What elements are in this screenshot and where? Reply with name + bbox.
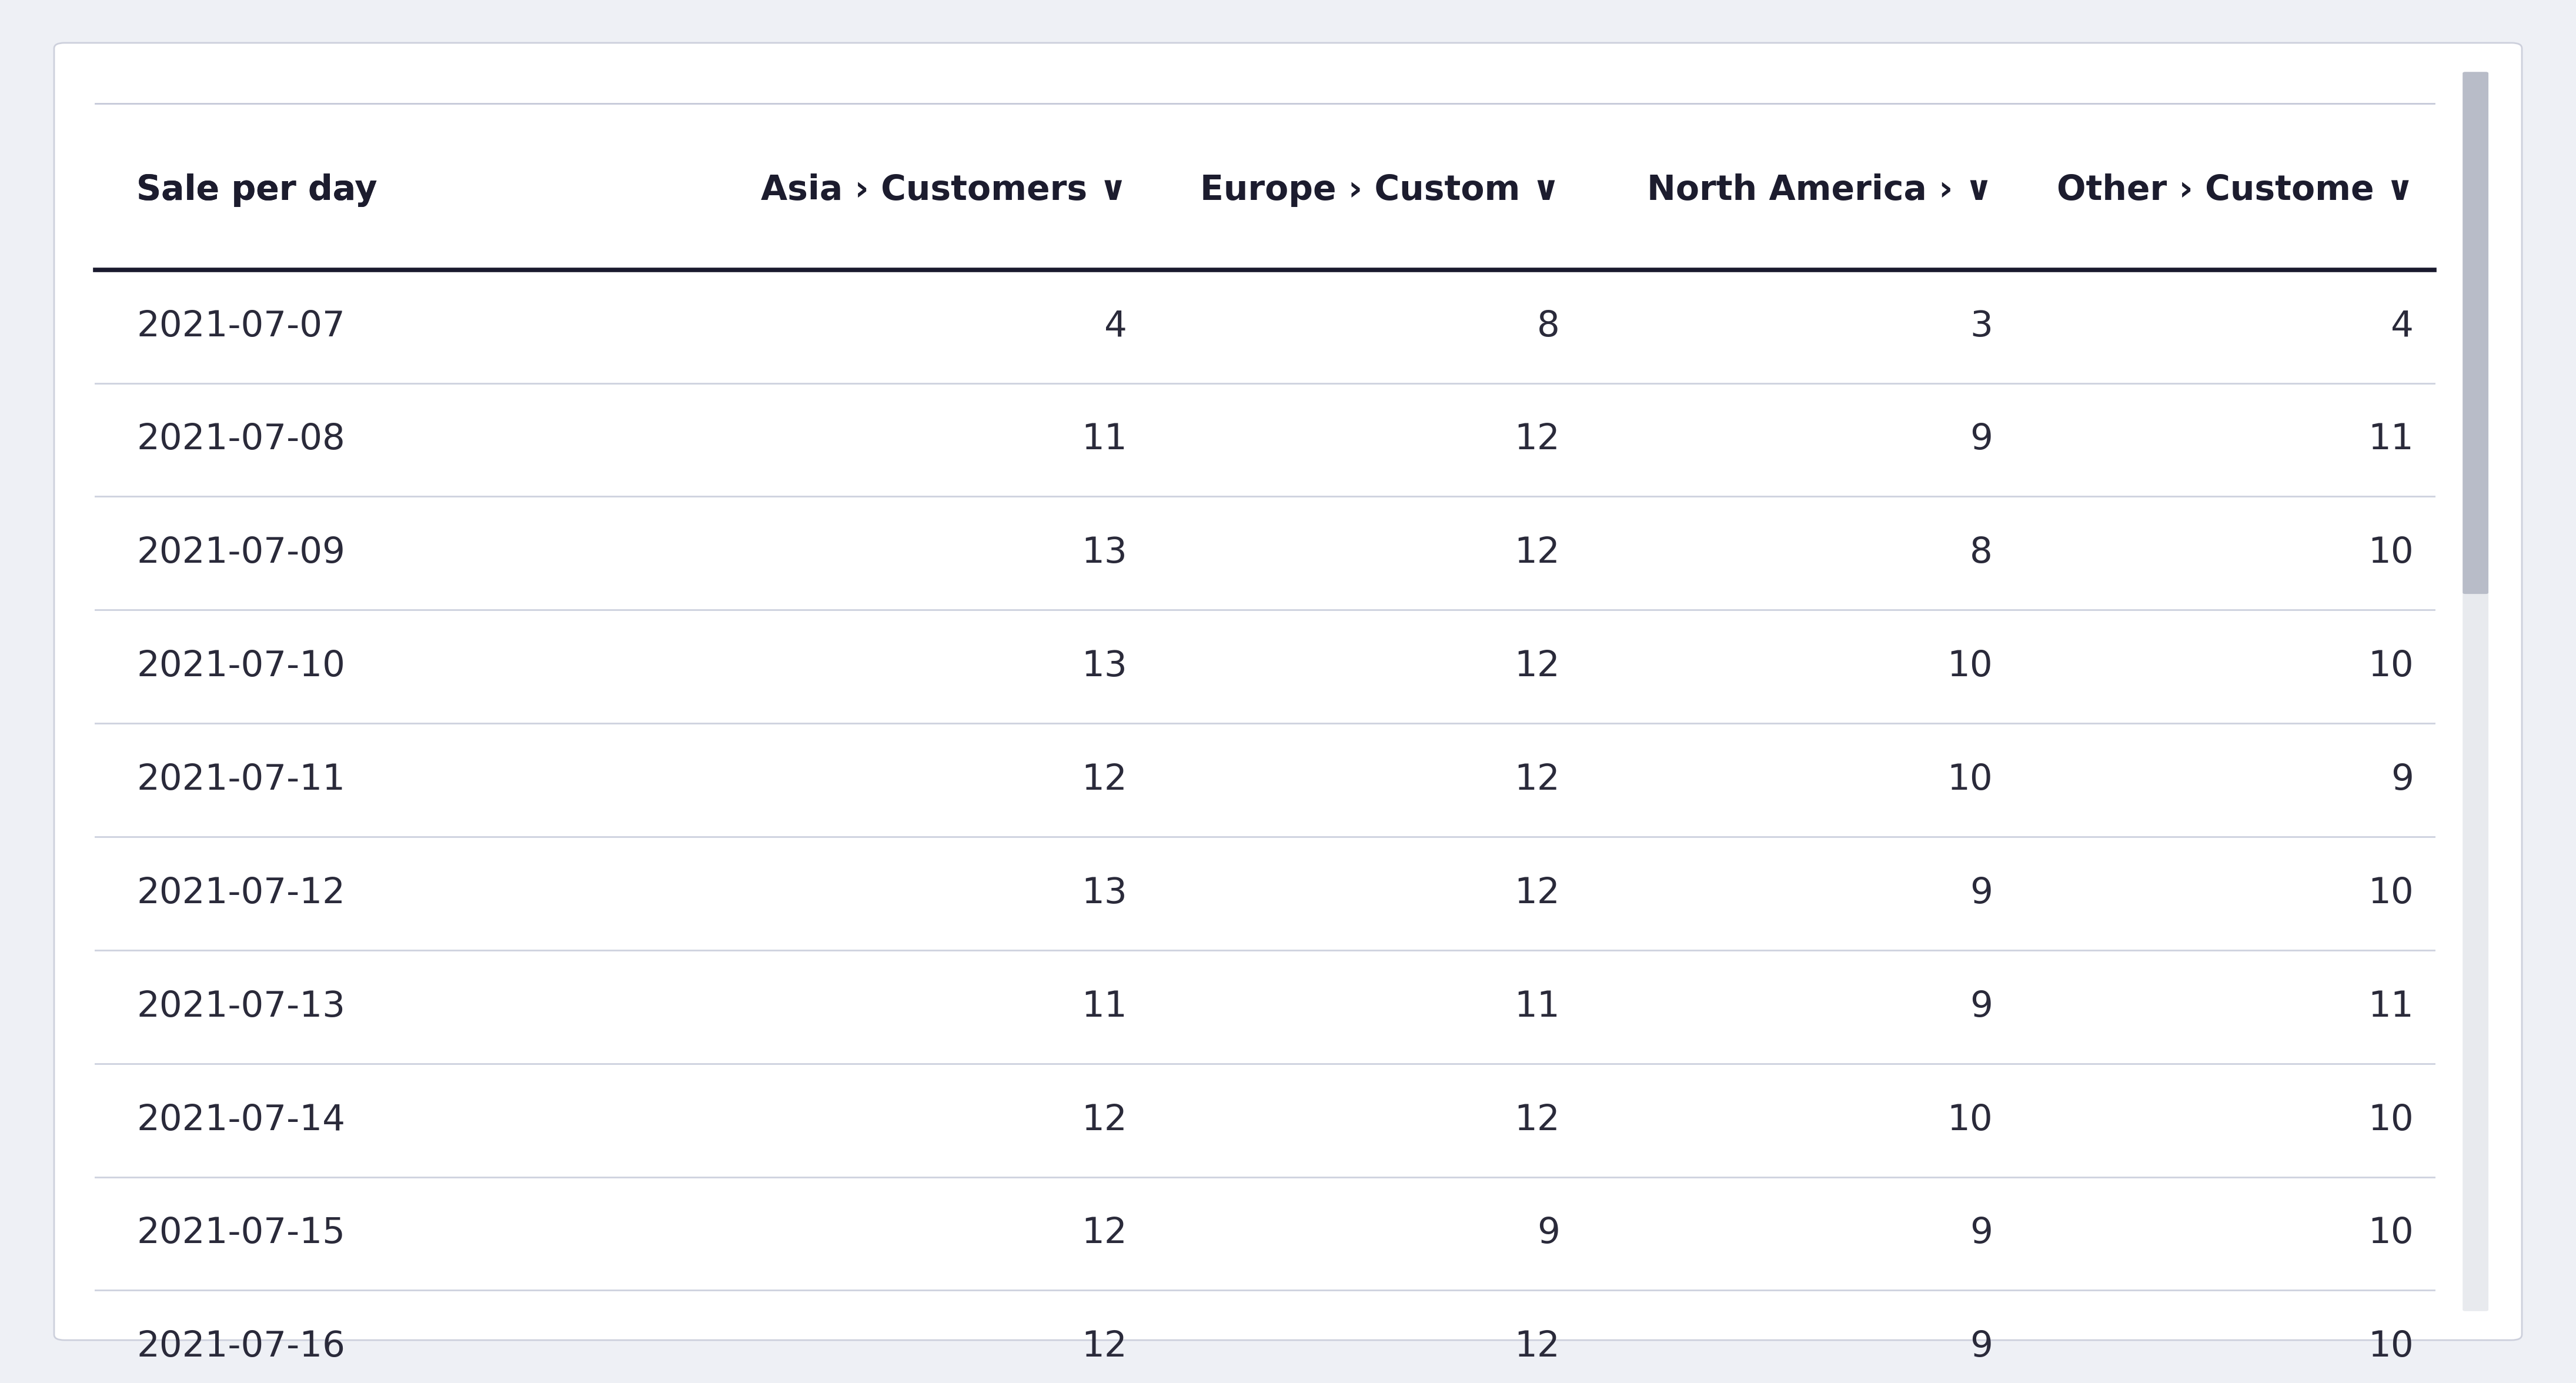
Text: 11: 11 (2367, 422, 2414, 458)
Text: 2021-07-14: 2021-07-14 (137, 1102, 345, 1138)
Text: 9: 9 (2391, 762, 2414, 798)
Text: 13: 13 (1082, 535, 1128, 571)
Text: 2021-07-15: 2021-07-15 (137, 1216, 345, 1252)
Text: Sale per day   ∨: Sale per day ∨ (137, 176, 371, 205)
Text: 2021-07-10: 2021-07-10 (137, 649, 345, 685)
Text: Sale per day: Sale per day (137, 173, 412, 207)
Text: 11: 11 (1082, 989, 1128, 1025)
Text: 8: 8 (1538, 308, 1561, 344)
Text: 2021-07-09: 2021-07-09 (137, 535, 345, 571)
Text: 10: 10 (2367, 1329, 2414, 1365)
Text: 4: 4 (1105, 308, 1128, 344)
Text: 12: 12 (1515, 762, 1561, 798)
Text: 9: 9 (1538, 1216, 1561, 1252)
Text: North America › ∨: North America › ∨ (1646, 173, 1994, 207)
Text: Sale per day: Sale per day (137, 173, 376, 207)
Text: 10: 10 (2367, 649, 2414, 685)
Text: Other › Custome ∨: Other › Custome ∨ (2056, 173, 2414, 207)
Text: 9: 9 (1971, 1329, 1994, 1365)
Text: 2021-07-07: 2021-07-07 (137, 308, 345, 344)
Text: 9: 9 (1971, 1216, 1994, 1252)
Text: 10: 10 (2367, 875, 2414, 911)
Text: Europe › Custom ∨: Europe › Custom ∨ (1200, 173, 1561, 207)
Text: 12: 12 (1515, 535, 1561, 571)
Text: 11: 11 (2367, 989, 2414, 1025)
Text: 4: 4 (2391, 308, 2414, 344)
FancyBboxPatch shape (2463, 72, 2488, 1311)
Text: 12: 12 (1515, 422, 1561, 458)
Text: 2021-07-11: 2021-07-11 (137, 762, 345, 798)
Text: 2021-07-08: 2021-07-08 (137, 422, 345, 458)
Text: 9: 9 (1971, 875, 1994, 911)
Text: 12: 12 (1082, 1329, 1128, 1365)
Text: 2021-07-16: 2021-07-16 (137, 1329, 345, 1365)
Text: 9: 9 (1971, 422, 1994, 458)
Text: 10: 10 (1947, 1102, 1994, 1138)
Text: Sale per day   ∨: Sale per day ∨ (137, 173, 440, 207)
Text: 12: 12 (1515, 875, 1561, 911)
Text: 8: 8 (1971, 535, 1994, 571)
Text: 10: 10 (1947, 649, 1994, 685)
Text: 10: 10 (2367, 1216, 2414, 1252)
Text: 11: 11 (1515, 989, 1561, 1025)
Text: 13: 13 (1082, 649, 1128, 685)
FancyBboxPatch shape (2463, 72, 2488, 593)
Text: 12: 12 (1515, 649, 1561, 685)
Text: 10: 10 (1947, 762, 1994, 798)
Text: 2021-07-12: 2021-07-12 (137, 875, 345, 911)
Text: 9: 9 (1971, 989, 1994, 1025)
Text: 12: 12 (1082, 762, 1128, 798)
Text: 12: 12 (1082, 1216, 1128, 1252)
Text: 11: 11 (1082, 422, 1128, 458)
Text: 10: 10 (2367, 1102, 2414, 1138)
Text: Asia › Customers ∨: Asia › Customers ∨ (760, 173, 1128, 207)
Text: 12: 12 (1082, 1102, 1128, 1138)
Text: 3: 3 (1971, 308, 1994, 344)
FancyBboxPatch shape (54, 43, 2522, 1340)
Text: 13: 13 (1082, 875, 1128, 911)
Text: 2021-07-13: 2021-07-13 (137, 989, 345, 1025)
Text: 12: 12 (1515, 1102, 1561, 1138)
Text: 12: 12 (1515, 1329, 1561, 1365)
Text: 10: 10 (2367, 535, 2414, 571)
